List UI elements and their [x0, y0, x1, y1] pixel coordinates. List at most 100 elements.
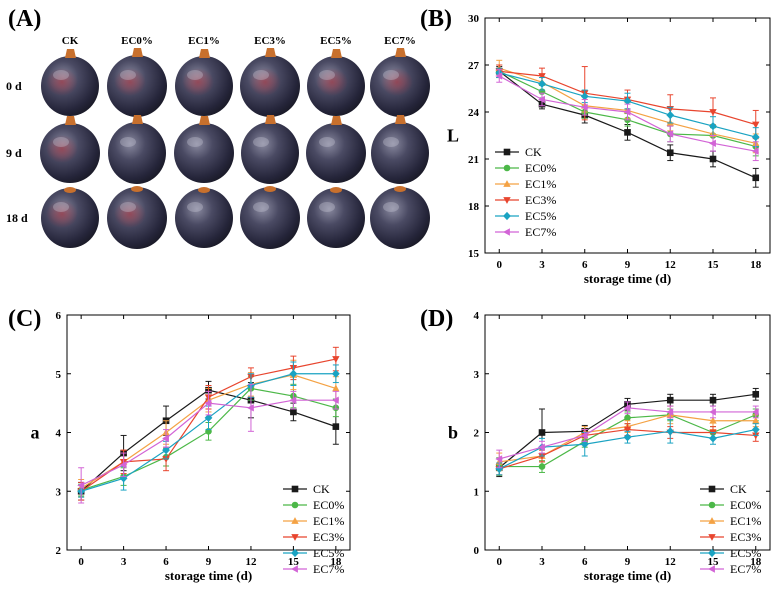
grape-berry — [241, 122, 299, 184]
photo-row-label: 18 d — [6, 211, 28, 225]
grape-red-patch — [46, 68, 78, 96]
legend-label: EC0% — [525, 161, 556, 175]
data-point — [623, 426, 632, 434]
legend-label: EC0% — [730, 498, 761, 512]
grape-red-patch — [316, 68, 348, 96]
grape-photo — [40, 116, 100, 183]
grape-highlight — [120, 202, 136, 212]
y-tick-label: 0 — [474, 545, 480, 557]
legend-label: EC3% — [525, 193, 556, 207]
grape-stem — [132, 115, 143, 124]
grape-highlight — [383, 70, 399, 80]
data-point — [538, 463, 546, 470]
data-point — [332, 423, 340, 430]
grape-highlight — [319, 137, 335, 147]
legend-marker — [708, 548, 716, 558]
photo-column-header: EC0% — [121, 35, 153, 47]
legend-marker — [291, 517, 299, 524]
grape-stem — [331, 116, 342, 125]
grape-photo — [107, 48, 167, 117]
grape-berry — [306, 123, 366, 183]
data-point — [752, 174, 760, 182]
y-tick-label: 5 — [56, 369, 62, 381]
grape-berry — [108, 122, 166, 184]
y-tick-label: 27 — [468, 60, 480, 72]
data-point — [709, 434, 717, 443]
data-point — [495, 455, 503, 463]
x-tick-label: 15 — [708, 556, 720, 568]
data-point — [119, 474, 128, 483]
x-tick-label: 6 — [582, 259, 588, 271]
data-point — [709, 139, 716, 148]
x-axis-title: storage time (d) — [584, 568, 671, 583]
grape-highlight — [120, 70, 136, 80]
legend-marker — [291, 565, 298, 573]
data-point — [580, 440, 589, 449]
grape-stem — [65, 116, 76, 125]
photo-row-label: 0 d — [6, 79, 22, 93]
legend: CK EC0% EC1% EC3% EC5% EC7% — [700, 482, 761, 576]
grape-photo — [175, 187, 233, 248]
data-point — [77, 481, 85, 490]
data-point — [752, 416, 760, 424]
data-point — [538, 443, 545, 451]
grape-photo — [307, 187, 365, 248]
legend-marker — [291, 548, 299, 558]
x-tick-label: 0 — [497, 556, 503, 568]
y-axis-title: a — [31, 423, 40, 443]
grape-photo — [174, 116, 234, 183]
grape-stem — [64, 187, 76, 193]
series-ec5pct — [77, 361, 340, 498]
grape-stem — [394, 186, 406, 192]
data-point — [624, 414, 631, 422]
data-point — [204, 399, 212, 407]
chart-panel-b: (B) 15 18 21 24 27 30 0 3 6 9 12 15 18 storage time (d… — [420, 6, 771, 286]
y-tick-label: 30 — [468, 13, 480, 25]
series-ec7pct — [495, 69, 759, 162]
legend-marker — [708, 534, 716, 541]
data-point — [289, 369, 298, 378]
data-point — [666, 149, 674, 157]
y-tick-label: 18 — [468, 201, 480, 213]
grape-photo — [41, 49, 99, 116]
grape-red-patch — [46, 135, 78, 163]
data-point — [751, 147, 759, 155]
grape-photo — [175, 49, 233, 116]
data-point — [666, 408, 674, 416]
data-point — [623, 433, 632, 442]
grape-berry — [371, 122, 429, 184]
data-point — [751, 132, 760, 142]
legend-label: EC1% — [730, 514, 761, 528]
x-axis-title: storage time (d) — [165, 568, 252, 583]
legend: CK EC0% EC1% EC3% EC5% EC7% — [283, 482, 344, 576]
photo-column-header: EC3% — [254, 35, 286, 47]
data-point — [752, 121, 760, 129]
legend-marker — [708, 485, 716, 493]
photo-column-header: EC5% — [320, 35, 352, 47]
x-tick-label: 12 — [665, 556, 677, 568]
y-tick-label: 1 — [474, 486, 480, 498]
x-tick-label: 18 — [750, 556, 762, 568]
grape-stem — [265, 48, 276, 57]
grape-berry — [175, 188, 233, 248]
grape-photo — [241, 115, 299, 184]
grape-highlight — [53, 70, 69, 80]
legend-marker — [708, 517, 716, 524]
data-point — [289, 396, 297, 404]
x-tick-label: 12 — [245, 556, 257, 568]
data-point — [751, 408, 759, 416]
grape-stem — [395, 115, 406, 124]
grape-photo — [370, 186, 430, 249]
grape-red-patch — [114, 200, 146, 228]
series-ec7pct — [495, 401, 759, 469]
grape-highlight — [253, 70, 269, 80]
grape-stem — [264, 186, 276, 192]
legend-label: EC0% — [313, 498, 344, 512]
legend-label: EC3% — [730, 530, 761, 544]
legend-marker — [503, 164, 511, 172]
legend-label: EC7% — [525, 225, 556, 239]
data-point — [580, 103, 588, 111]
grape-highlight — [120, 137, 136, 147]
data-point — [580, 92, 589, 101]
